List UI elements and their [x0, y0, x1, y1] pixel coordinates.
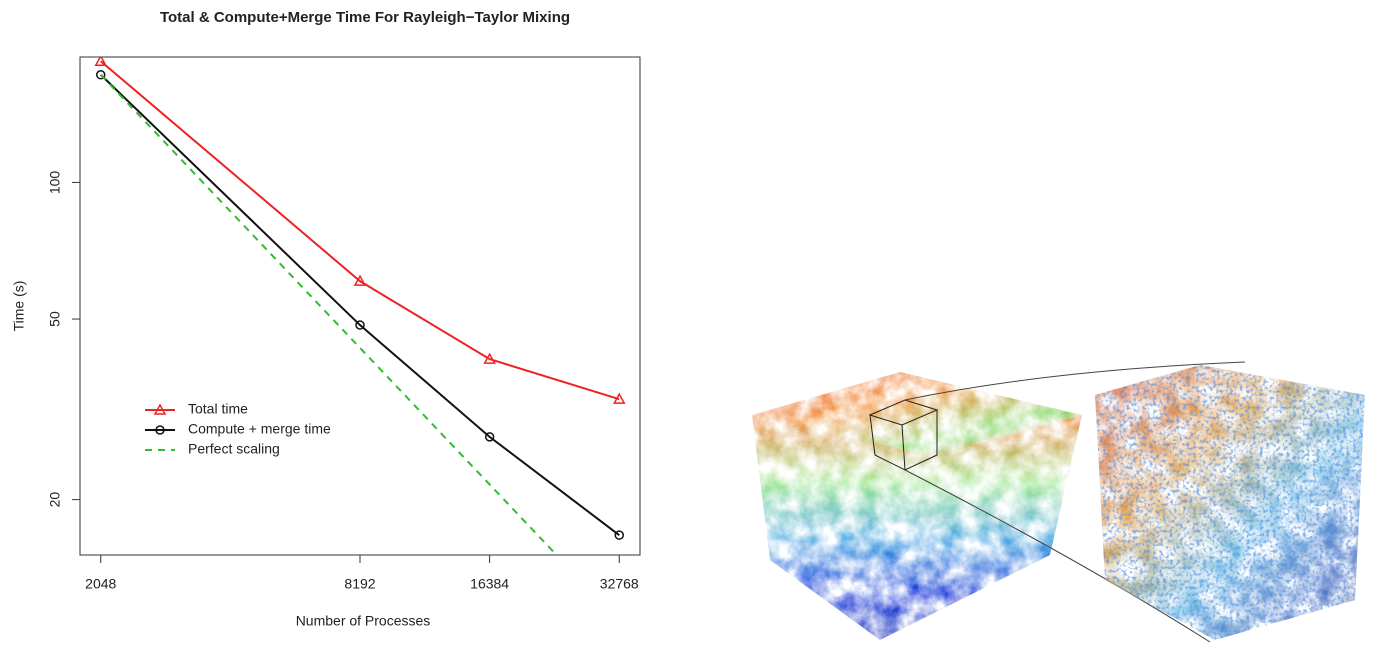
particles: [1095, 365, 1365, 640]
x-axis-label: Number of Processes: [296, 613, 431, 629]
series-line: [101, 75, 620, 535]
legend-label: Compute + merge time: [188, 421, 331, 437]
chart-title: Total & Compute+Merge Time For Rayleigh−…: [160, 9, 570, 26]
legend-label: Perfect scaling: [188, 441, 280, 457]
series-line: [101, 75, 620, 621]
page: Total & Compute+Merge Time For Rayleigh−…: [0, 0, 1374, 646]
x-tick-label: 32768: [600, 576, 639, 592]
x-tick-label: 16384: [470, 576, 509, 592]
plot-frame: [80, 57, 640, 555]
y-tick-label: 100: [47, 171, 63, 195]
triangle-marker: [96, 56, 106, 65]
simulation-image: [752, 362, 1365, 642]
mixing-volume: [752, 372, 1082, 640]
legend-label: Total time: [188, 401, 248, 417]
y-axis-label: Time (s): [11, 281, 27, 332]
y-tick-label: 20: [47, 492, 63, 508]
plot-area: [96, 56, 625, 621]
y-tick-label: 50: [47, 311, 63, 327]
x-tick-label: 8192: [344, 576, 375, 592]
series-line: [101, 61, 620, 399]
x-tick-label: 2048: [85, 576, 116, 592]
